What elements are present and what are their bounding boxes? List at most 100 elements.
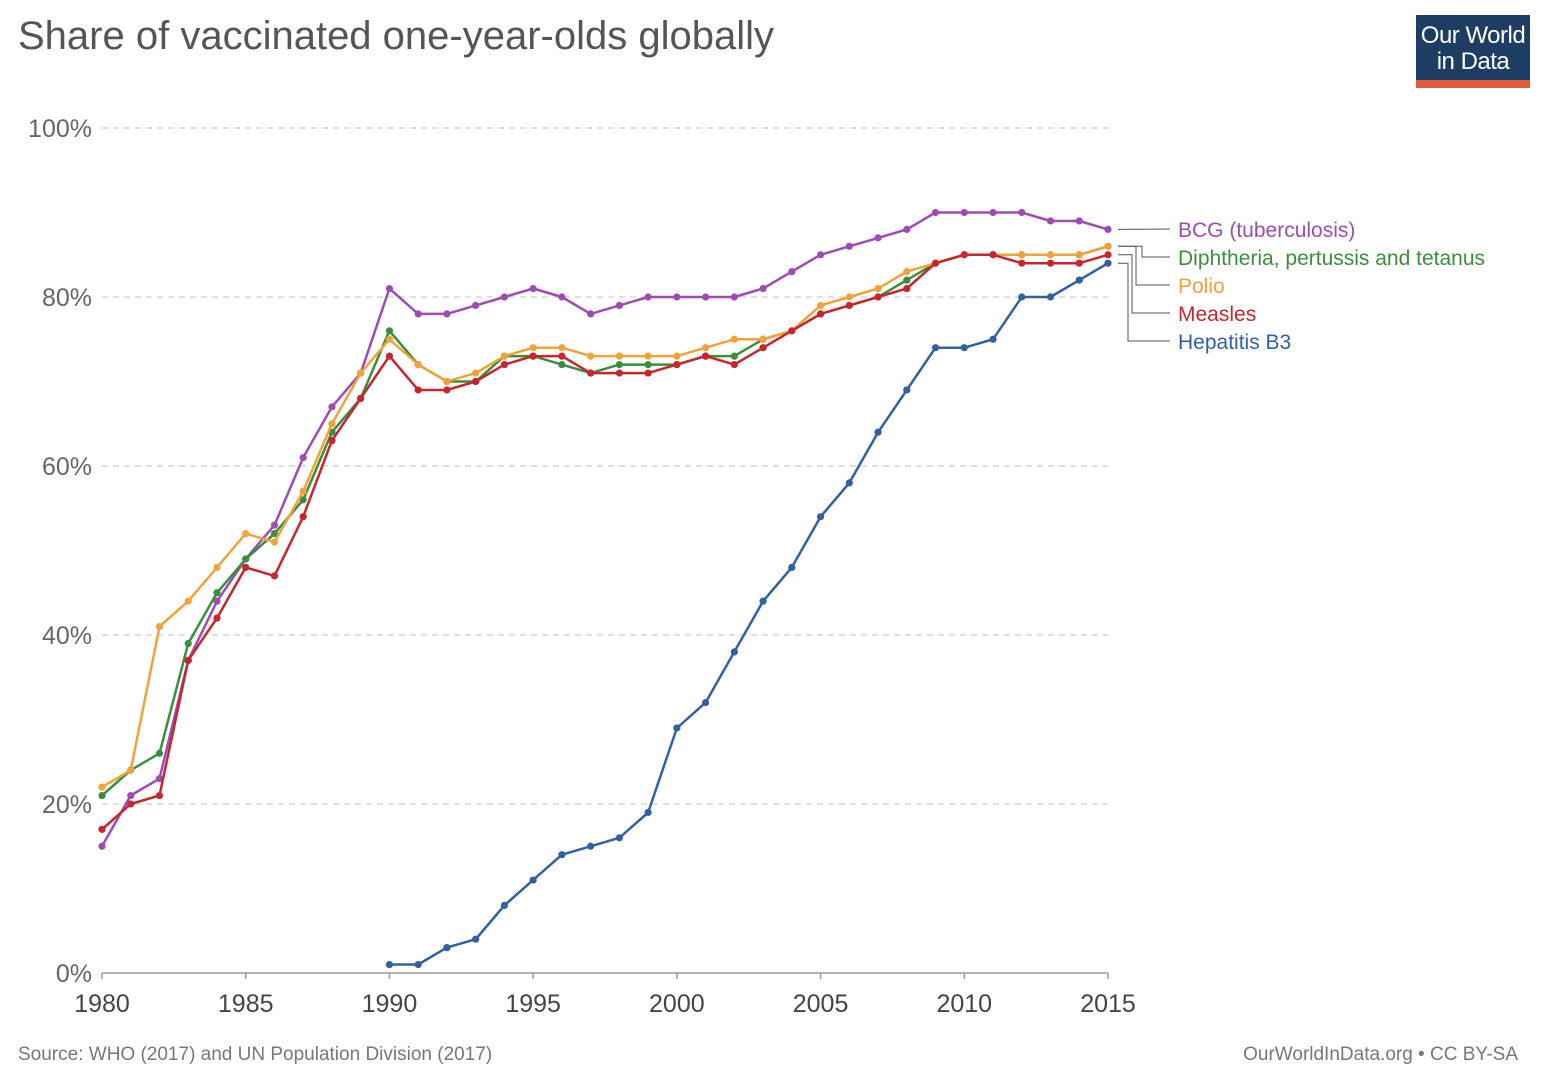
data-point <box>299 513 307 521</box>
data-point <box>615 352 623 360</box>
legend-label: Diphtheria, pertussis and tetanus <box>1178 247 1485 270</box>
data-point <box>845 293 853 301</box>
data-point <box>1046 293 1055 301</box>
data-point <box>845 479 853 487</box>
data-point <box>328 420 336 428</box>
data-point <box>702 344 710 352</box>
data-point <box>299 453 307 462</box>
license-link[interactable]: CC BY-SA <box>1430 1044 1518 1065</box>
data-point <box>989 335 997 343</box>
data-point <box>903 268 911 276</box>
y-tick-label: 100% <box>28 115 92 143</box>
data-point <box>816 310 825 318</box>
data-point <box>615 834 623 842</box>
data-point <box>874 234 882 242</box>
data-point <box>270 530 279 538</box>
data-point <box>759 284 767 293</box>
data-point <box>385 352 394 360</box>
data-point <box>1046 259 1055 267</box>
data-point <box>242 555 250 563</box>
data-point <box>270 521 279 529</box>
data-point <box>357 394 365 402</box>
data-point <box>472 377 480 386</box>
y-tick-label: 80% <box>42 284 92 312</box>
data-point <box>903 386 911 394</box>
data-point <box>1046 217 1055 225</box>
legend: BCG (tuberculosis) Diphtheria, pertussis … <box>1117 219 1485 354</box>
series-line <box>100 211 1109 847</box>
data-point <box>1104 225 1112 233</box>
data-point <box>989 251 997 259</box>
data-point <box>184 597 192 605</box>
data-point <box>155 775 164 783</box>
x-tick-label: 1990 <box>362 990 418 1018</box>
data-point <box>529 352 537 360</box>
data-point <box>788 327 796 335</box>
data-point <box>903 284 911 293</box>
data-point <box>472 935 480 943</box>
footer-separator: • <box>1412 1044 1430 1065</box>
data-point <box>615 301 623 310</box>
legend-label: Polio <box>1178 275 1225 298</box>
data-point <box>730 648 738 656</box>
x-tick-label: 2005 <box>793 990 849 1018</box>
y-tick-label: 60% <box>42 453 92 481</box>
data-point <box>788 563 796 572</box>
legend-connector <box>1118 245 1170 258</box>
legend-connector <box>1118 245 1170 286</box>
data-point <box>759 344 767 352</box>
data-point <box>98 842 106 850</box>
data-point <box>673 361 681 369</box>
data-point <box>903 276 911 284</box>
x-tick-label: 1995 <box>505 990 561 1018</box>
data-point <box>414 960 422 969</box>
data-point <box>903 225 911 233</box>
data-point <box>615 369 623 377</box>
source-note: Source: WHO (2017) and UN Population Div… <box>18 1044 493 1065</box>
data-point <box>98 825 106 833</box>
data-point <box>299 487 307 495</box>
x-tick-label: 2010 <box>936 990 992 1018</box>
data-point <box>500 293 508 301</box>
data-point <box>472 369 480 377</box>
y-tick-label: 0% <box>56 960 92 988</box>
data-point <box>500 352 508 360</box>
data-point <box>816 513 825 521</box>
data-point <box>644 352 652 360</box>
data-point <box>759 335 767 343</box>
data-point <box>127 800 135 808</box>
owid-logo[interactable]: Our World in Data <box>1416 15 1530 88</box>
y-tick-label: 20% <box>42 791 92 819</box>
data-point <box>385 284 394 293</box>
data-point <box>1075 276 1083 284</box>
data-point <box>730 293 738 301</box>
data-point <box>529 284 537 293</box>
legend-label: Measles <box>1178 303 1256 326</box>
data-point <box>1046 251 1055 259</box>
data-point <box>1018 293 1026 301</box>
x-tick-label: 2000 <box>649 990 705 1018</box>
footer-credit: OurWorldInData.org • CC BY-SA <box>1243 1044 1518 1066</box>
data-point <box>1018 259 1026 267</box>
data-point <box>500 361 508 369</box>
data-point <box>931 259 940 267</box>
data-point <box>960 344 968 352</box>
data-point <box>874 428 882 436</box>
data-point <box>615 361 623 369</box>
data-point <box>1018 208 1026 217</box>
data-point <box>127 766 135 774</box>
data-point <box>816 301 825 310</box>
data-point <box>155 749 164 757</box>
data-point <box>213 563 221 572</box>
data-point <box>730 335 738 343</box>
data-point <box>702 293 710 301</box>
data-point <box>500 901 508 910</box>
data-point <box>1075 251 1083 259</box>
data-point <box>587 842 595 850</box>
grid-lines <box>102 127 1108 974</box>
data-point <box>702 699 710 707</box>
data-point <box>644 293 652 301</box>
data-point <box>328 403 336 411</box>
data-point <box>730 361 738 369</box>
site-link[interactable]: OurWorldInData.org <box>1243 1044 1413 1065</box>
